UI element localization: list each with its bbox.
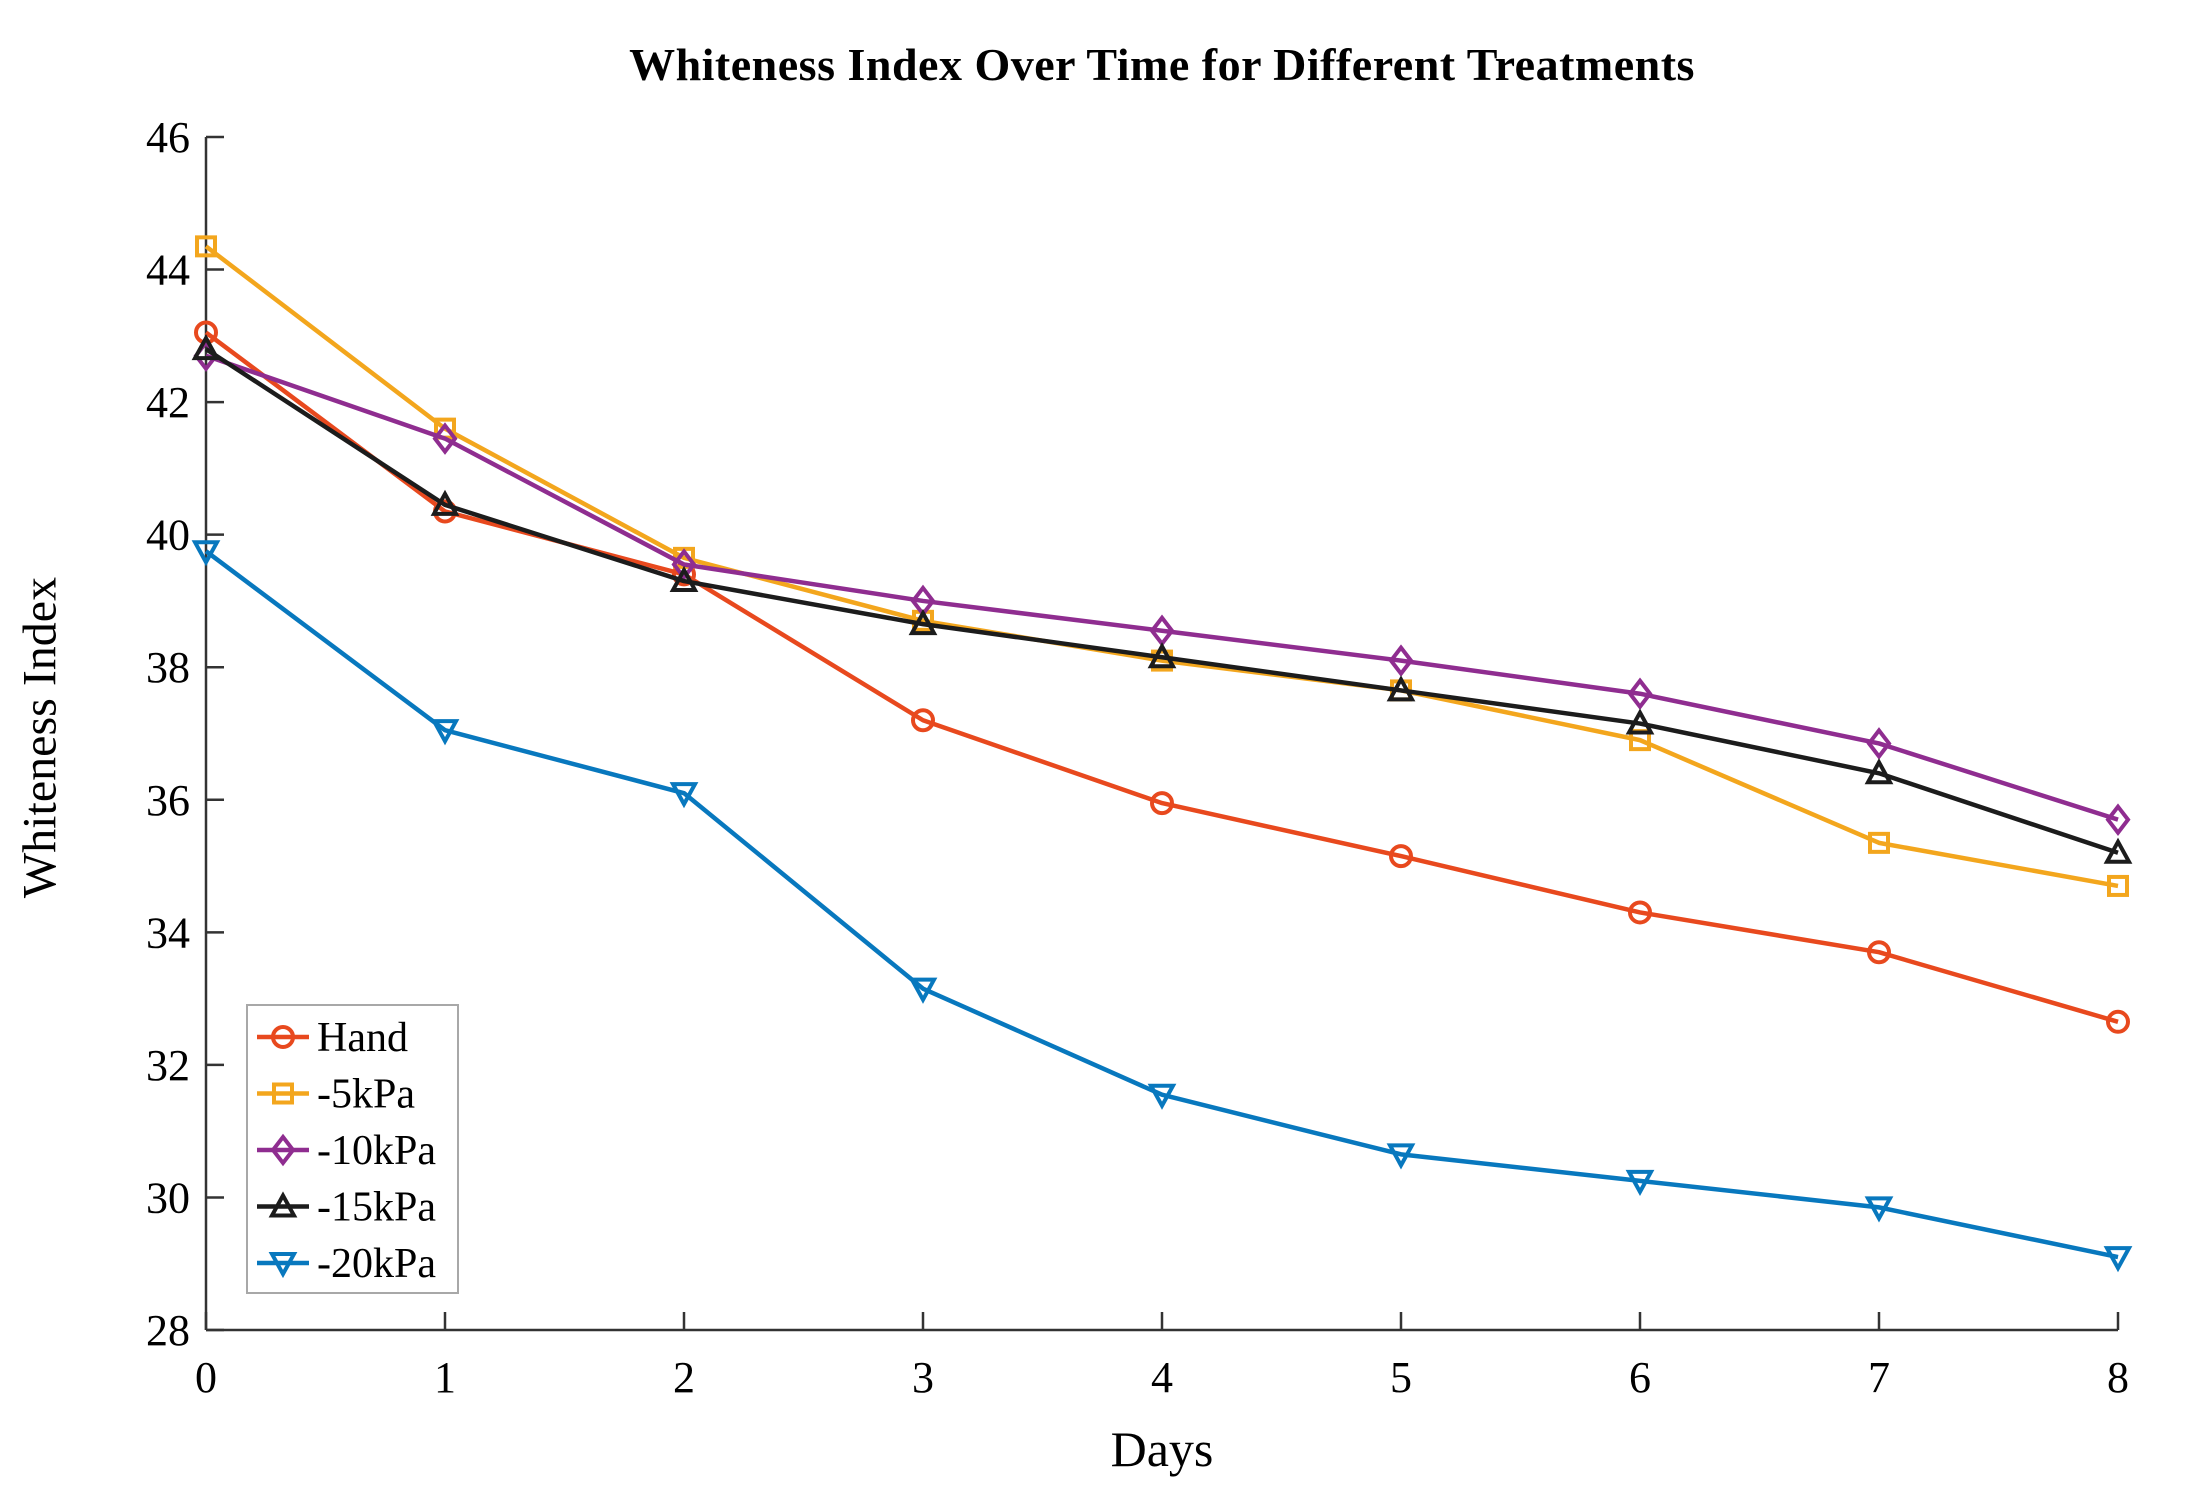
chart-title: Whiteness Index Over Time for Different …	[629, 39, 1695, 90]
legend-label: -5kPa	[317, 1072, 415, 1118]
y-tick-label: 36	[146, 776, 190, 825]
data-point-marker	[1864, 758, 1894, 785]
legend-label: -15kPa	[317, 1185, 436, 1231]
legend: Hand -5kPa -10kPa -15kPa -20kPa	[246, 1004, 459, 1294]
data-point-marker	[2106, 1009, 2130, 1034]
y-tick-label: 44	[146, 246, 190, 295]
legend-item: -15kPa	[257, 1185, 436, 1231]
legend-item: -5kPa	[257, 1072, 415, 1118]
data-point-marker	[270, 1133, 296, 1167]
data-point-marker	[2103, 837, 2133, 864]
x-tick-label: 0	[195, 1353, 217, 1402]
data-point-marker	[271, 1025, 295, 1049]
series-line	[204, 244, 2119, 889]
data-point-marker	[191, 333, 221, 361]
data-point-marker	[1628, 900, 1652, 925]
data-point-marker	[669, 565, 699, 593]
data-point-marker	[268, 1252, 298, 1279]
x-tick-label: 5	[1390, 1353, 1412, 1402]
data-point-marker	[1627, 677, 1653, 711]
y-tick-label: 28	[146, 1306, 190, 1355]
data-point-marker	[1388, 644, 1414, 677]
series-10kpa	[193, 339, 2131, 836]
legend-label: -10kPa	[317, 1128, 436, 1174]
data-point-marker	[911, 708, 935, 733]
y-tick-label: 42	[146, 378, 190, 427]
series-5kpa	[195, 235, 2129, 897]
data-point-marker	[671, 548, 697, 581]
data-point-marker	[272, 1082, 294, 1105]
data-point-marker	[268, 1191, 298, 1218]
legend-label: Hand	[317, 1015, 408, 1061]
y-tick-label: 34	[146, 908, 190, 957]
y-tick-label: 38	[146, 643, 190, 692]
data-point-marker	[430, 719, 460, 746]
legend-item: -10kPa	[257, 1128, 436, 1174]
data-point-marker	[2107, 874, 2129, 897]
x-tick-label: 7	[1868, 1353, 1890, 1402]
data-point-marker	[2105, 803, 2131, 836]
y-tick-label: 46	[146, 113, 190, 162]
y-tick-label: 32	[146, 1041, 190, 1090]
legend-label: -20kPa	[317, 1241, 436, 1287]
data-point-marker	[908, 608, 938, 636]
x-tick-label: 8	[2107, 1353, 2129, 1402]
series-hand	[194, 320, 2130, 1034]
y-tick-label: 30	[146, 1173, 190, 1222]
data-point-marker	[1864, 1196, 1894, 1223]
data-point-marker	[1625, 708, 1655, 735]
data-point-marker	[1867, 940, 1891, 965]
data-point-marker	[195, 235, 217, 258]
data-point-marker	[1625, 1169, 1655, 1197]
data-point-marker	[1386, 675, 1416, 702]
data-point-marker	[1150, 791, 1174, 816]
data-point-marker	[1147, 1083, 1177, 1110]
series-line	[204, 330, 2119, 1024]
y-tick-label: 40	[146, 511, 190, 560]
data-point-marker	[1868, 831, 1890, 854]
data-point-marker	[908, 977, 938, 1004]
series-line	[204, 347, 2119, 855]
data-point-marker	[1866, 727, 1892, 760]
data-point-marker	[669, 782, 699, 809]
data-point-marker	[2103, 1246, 2133, 1273]
x-tick-label: 6	[1629, 1353, 1651, 1402]
legend-item: Hand	[257, 1015, 408, 1061]
x-tick-label: 1	[434, 1353, 456, 1402]
data-point-marker	[432, 422, 458, 455]
x-tick-label: 3	[912, 1353, 934, 1402]
x-tick-label: 4	[1151, 1353, 1173, 1402]
data-point-marker	[1386, 1143, 1416, 1170]
series-20kpa	[191, 540, 2133, 1273]
x-axis-label: Days	[1110, 1421, 1214, 1477]
data-point-marker	[430, 489, 460, 516]
series-line	[205, 353, 2119, 822]
series-line	[204, 549, 2119, 1260]
data-point-marker	[191, 540, 221, 567]
x-tick-label: 2	[673, 1353, 695, 1402]
series-15kpa	[191, 333, 2133, 864]
legend-item: -20kPa	[257, 1241, 436, 1287]
data-point-marker	[1147, 642, 1177, 669]
data-point-marker	[1389, 844, 1413, 869]
